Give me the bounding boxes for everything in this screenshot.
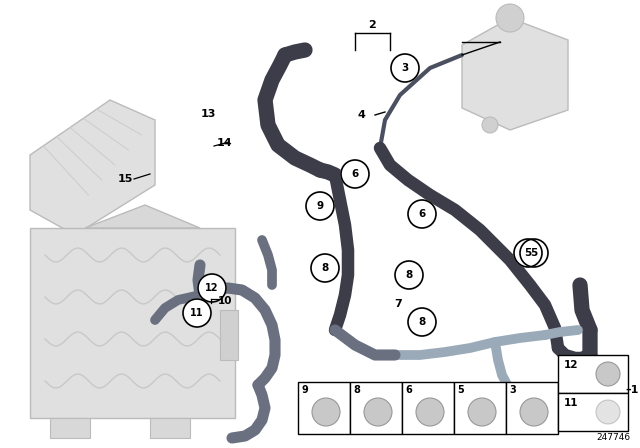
Bar: [506, 382, 558, 434]
Circle shape: [482, 117, 498, 133]
Bar: [350, 382, 402, 434]
Text: 6: 6: [351, 169, 358, 179]
Bar: [558, 393, 628, 431]
Text: 247746: 247746: [596, 433, 630, 442]
Text: 7: 7: [394, 299, 402, 309]
Text: 12: 12: [564, 360, 579, 370]
Text: 9: 9: [316, 201, 324, 211]
Circle shape: [416, 398, 444, 426]
Bar: [558, 355, 628, 393]
Text: 12: 12: [205, 283, 219, 293]
Text: 8: 8: [419, 317, 426, 327]
Text: 10: 10: [218, 296, 232, 306]
Bar: [454, 382, 506, 434]
Text: 8: 8: [405, 270, 413, 280]
Text: 4: 4: [357, 110, 365, 120]
Circle shape: [198, 274, 226, 302]
Circle shape: [395, 261, 423, 289]
Circle shape: [408, 308, 436, 336]
Text: 5: 5: [531, 248, 538, 258]
Text: 3: 3: [401, 63, 408, 73]
Text: 9: 9: [301, 385, 308, 395]
Text: 3: 3: [509, 385, 516, 395]
Text: 11: 11: [190, 308, 204, 318]
Text: 15: 15: [118, 174, 133, 184]
Text: 6: 6: [406, 385, 412, 395]
Text: 6: 6: [419, 209, 426, 219]
Text: –1: –1: [625, 385, 638, 395]
Text: 5: 5: [458, 385, 465, 395]
Circle shape: [183, 299, 211, 327]
Text: 8: 8: [321, 263, 328, 273]
Circle shape: [364, 398, 392, 426]
Text: 8: 8: [353, 385, 360, 395]
Bar: [298, 382, 350, 434]
Circle shape: [408, 200, 436, 228]
Polygon shape: [30, 100, 155, 235]
Bar: [50, 418, 90, 438]
Circle shape: [514, 239, 542, 267]
Bar: [402, 382, 454, 434]
Polygon shape: [30, 228, 235, 418]
Circle shape: [468, 398, 496, 426]
Bar: [150, 418, 190, 438]
Circle shape: [596, 362, 620, 386]
Circle shape: [391, 54, 419, 82]
Text: 5: 5: [524, 248, 532, 258]
Circle shape: [341, 160, 369, 188]
Circle shape: [596, 400, 620, 424]
Circle shape: [520, 398, 548, 426]
Circle shape: [312, 398, 340, 426]
Text: 2: 2: [368, 20, 376, 30]
Circle shape: [496, 4, 524, 32]
Bar: [220, 310, 238, 360]
Text: 11: 11: [564, 398, 579, 408]
Circle shape: [306, 192, 334, 220]
Circle shape: [311, 254, 339, 282]
Polygon shape: [85, 205, 200, 228]
Circle shape: [520, 239, 548, 267]
Text: 13: 13: [200, 109, 216, 119]
Polygon shape: [462, 18, 568, 130]
Text: 14: 14: [216, 138, 232, 148]
